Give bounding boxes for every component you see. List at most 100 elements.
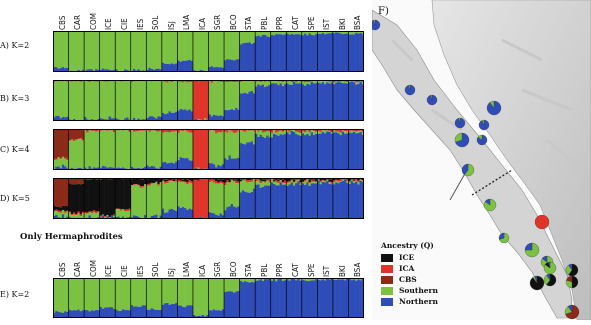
ancestry-segment-northern xyxy=(173,64,176,72)
ancestry-segment-ice xyxy=(131,179,134,185)
ancestry-segment-northern xyxy=(180,208,183,219)
ancestry-segment-northern xyxy=(320,34,323,72)
ancestry-segment-southern xyxy=(351,131,354,133)
ancestry-segment-southern xyxy=(151,31,154,69)
ancestry-segment-southern xyxy=(157,81,160,117)
population-bar-car xyxy=(69,178,85,219)
ancestry-segment-ice xyxy=(235,179,238,180)
population-bar-cie xyxy=(115,278,131,318)
ancestry-segment-southern xyxy=(86,81,89,119)
ancestry-segment-northern xyxy=(273,35,276,72)
population-bar-sgr xyxy=(209,278,225,318)
ancestry-segment-southern xyxy=(133,80,136,118)
ancestry-segment-northern xyxy=(282,135,285,170)
ancestry-segment-northern xyxy=(302,280,305,318)
ancestry-segment-northern xyxy=(326,131,329,170)
ancestry-segment-northern xyxy=(242,190,245,219)
ancestry-segment-southern xyxy=(69,31,72,71)
ancestry-segment-ica xyxy=(142,130,145,131)
ancestry-segment-northern xyxy=(351,81,354,121)
legend-label: Southern xyxy=(399,286,438,295)
ancestry-segment-northern xyxy=(355,281,358,318)
ancestry-segment-southern xyxy=(355,82,358,84)
ancestry-segment-southern xyxy=(75,31,78,72)
ancestry-segment-southern xyxy=(215,31,218,67)
ancestry-segment-southern xyxy=(348,81,351,82)
ancestry-segment-southern xyxy=(164,184,167,213)
ancestry-segment-northern xyxy=(340,280,343,318)
ancestry-segment-ica xyxy=(95,211,98,213)
ancestry-segment-southern xyxy=(111,278,114,307)
ancestry-segment-ica xyxy=(235,131,238,133)
ancestry-segment-northern xyxy=(271,281,274,318)
ancestry-segment-southern xyxy=(149,185,152,218)
ancestry-segment-southern xyxy=(109,130,112,167)
ancestry-segment-northern xyxy=(213,309,216,318)
ancestry-segment-southern xyxy=(200,278,203,316)
ancestry-segment-southern xyxy=(177,182,180,207)
ancestry-segment-southern xyxy=(333,82,336,84)
ancestry-segment-southern xyxy=(297,180,300,181)
ancestry-segment-northern xyxy=(275,135,278,170)
population-bar-sta xyxy=(240,178,256,219)
ancestry-segment-southern xyxy=(142,188,145,219)
legend-label: ICA xyxy=(399,264,414,273)
ancestry-segment-southern xyxy=(224,132,227,159)
ancestry-segment-northern xyxy=(264,35,267,72)
population-bar-bki xyxy=(333,178,349,219)
ancestry-segment-ica xyxy=(355,179,358,180)
ancestry-segment-northern xyxy=(286,33,289,72)
ancestry-segment-northern xyxy=(266,36,269,72)
ancestry-segment-northern xyxy=(320,134,323,170)
ancestry-segment-southern xyxy=(217,82,220,116)
ancestry-segment-northern xyxy=(328,280,331,318)
ancestry-segment-northern xyxy=(328,84,331,121)
ancestry-segment-ica xyxy=(337,130,340,132)
ancestry-segment-northern xyxy=(302,84,305,121)
ancestry-segment-northern xyxy=(348,35,351,72)
ancestry-segment-ice xyxy=(262,180,265,181)
ancestry-segment-southern xyxy=(264,132,267,138)
ancestry-segment-northern xyxy=(209,212,212,219)
ancestry-segment-northern xyxy=(173,210,176,219)
ancestry-segment-ice xyxy=(242,179,245,180)
ancestry-segment-southern xyxy=(151,278,154,308)
ancestry-segment-ica xyxy=(171,131,174,132)
ancestry-segment-southern xyxy=(173,278,176,304)
ancestry-segment-northern xyxy=(186,210,189,219)
ancestry-segment-northern xyxy=(275,185,278,219)
ancestry-segment-southern xyxy=(215,81,218,116)
ancestry-segment-southern xyxy=(317,180,320,181)
ancestry-segment-cbs xyxy=(55,129,58,159)
population-label: ICA xyxy=(199,18,207,30)
ancestry-segment-southern xyxy=(95,132,98,168)
ancestry-segment-southern xyxy=(55,31,58,67)
ancestry-segment-northern xyxy=(291,34,294,72)
pie-sgr xyxy=(484,199,496,211)
ancestry-segment-southern xyxy=(244,132,247,144)
ancestry-segment-northern xyxy=(220,311,223,318)
ancestry-segment-southern xyxy=(277,82,280,85)
population-bar-ppr xyxy=(271,278,287,318)
ancestry-segment-ica xyxy=(324,180,327,181)
population-bar-ppr xyxy=(271,129,287,170)
ancestry-segment-northern xyxy=(353,34,356,72)
ancestry-segment-southern xyxy=(100,80,103,118)
population-bar-cat xyxy=(286,31,302,72)
ancestry-segment-ica xyxy=(257,179,260,180)
ancestry-segment-southern xyxy=(155,131,158,168)
ancestry-segment-southern xyxy=(353,131,356,132)
population-bar-cat xyxy=(286,80,302,121)
ancestry-segment-southern xyxy=(182,131,185,158)
ancestry-segment-ica xyxy=(295,131,298,132)
ancestry-segment-southern xyxy=(306,179,309,182)
ancestry-segment-northern xyxy=(335,280,338,318)
ancestry-segment-northern xyxy=(342,34,345,72)
ancestry-segment-southern xyxy=(260,183,263,188)
population-bar-cie xyxy=(115,178,131,219)
population-label: CIE xyxy=(121,265,129,277)
ancestry-segment-ica xyxy=(306,130,309,131)
ancestry-segment-southern xyxy=(324,81,327,84)
ancestry-segment-northern xyxy=(260,279,263,318)
ancestry-segment-northern xyxy=(77,310,80,318)
